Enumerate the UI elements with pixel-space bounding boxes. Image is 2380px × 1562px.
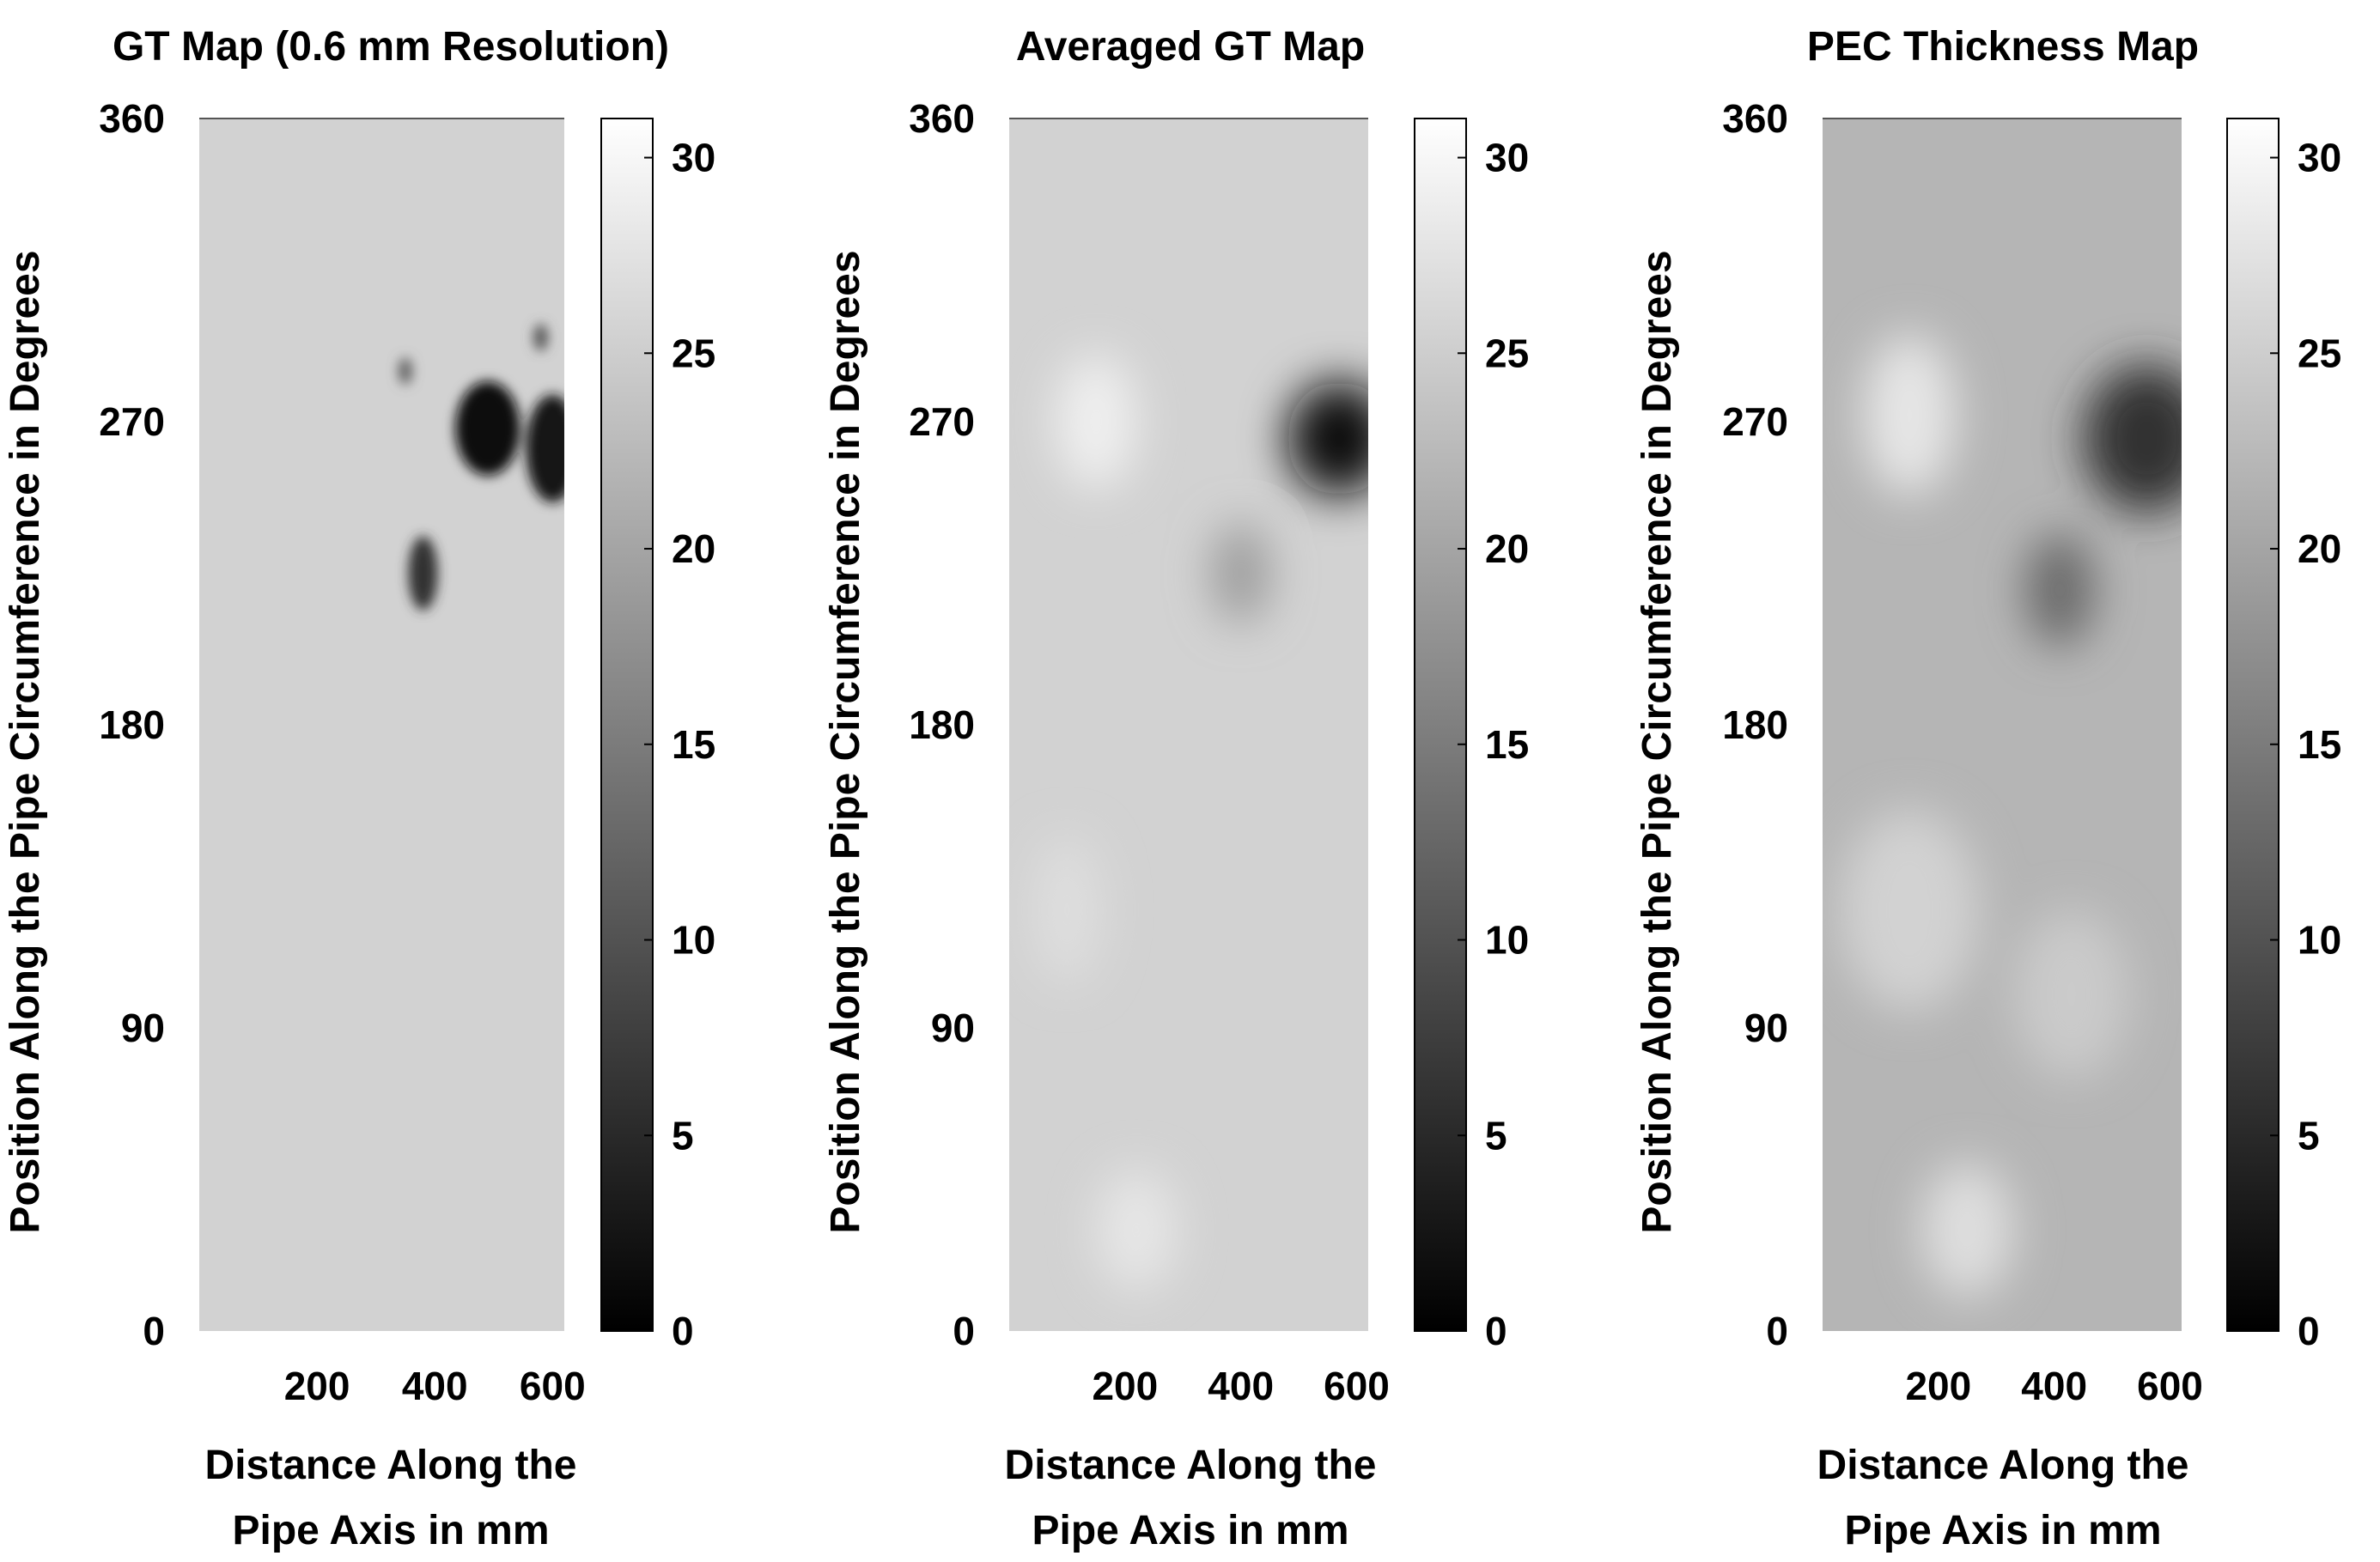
x-axis-label: Distance Along the	[205, 1443, 577, 1488]
chart-title: GT Map (0.6 mm Resolution)	[113, 24, 669, 70]
heatmap-feature-5	[1840, 809, 1980, 1012]
heatmap-feature-4	[1096, 1169, 1178, 1291]
x-axis-label: Pipe Axis in mm	[233, 1508, 550, 1553]
colorbar-tick-label: 0	[1485, 1309, 1507, 1353]
x-axis-label: Distance Along the	[1817, 1443, 2189, 1488]
y-tick-label: 270	[909, 399, 975, 444]
heatmap-feature-2	[526, 394, 564, 503]
colorbar-tick-label: 0	[672, 1309, 694, 1353]
x-tick-label: 600	[1324, 1364, 1390, 1408]
colorbar-tick-label: 0	[2298, 1309, 2320, 1353]
chart-panel-1: GT Map (0.6 mm Resolution) 0 90 180 270 360 20…	[3, 24, 715, 1553]
heatmap-features	[1840, 334, 2182, 1298]
heatmap-feature-1	[455, 380, 520, 476]
x-tick-label: 600	[520, 1364, 586, 1408]
y-axis-label: Position Along the Pipe Circumference in…	[3, 250, 48, 1233]
heatmap-background	[199, 119, 564, 1331]
colorbar-tick-label: 10	[672, 918, 715, 963]
colorbar-tick-label: 15	[1485, 722, 1529, 767]
colorbar-tick-label: 20	[1485, 526, 1529, 571]
colorbar-tick-label: 25	[672, 331, 715, 375]
heatmap-feature-3	[1055, 354, 1137, 489]
heatmap-feature-3	[1863, 334, 1957, 496]
colorbar-tick-label: 10	[1485, 918, 1529, 963]
heatmap-features	[1032, 354, 1368, 1291]
colorbar-tick-label: 30	[672, 136, 715, 180]
y-tick-label: 0	[143, 1309, 165, 1353]
colorbar: 0 5 10 15 20 25 30	[600, 118, 715, 1353]
y-axis-label: Position Along the Pipe Circumference in…	[1634, 250, 1680, 1233]
y-tick-label: 270	[1722, 399, 1788, 444]
colorbar-gradient	[600, 118, 654, 1332]
heatmap	[1009, 119, 1368, 1331]
x-tick-label: 600	[2137, 1364, 2203, 1408]
y-tick-label: 180	[909, 702, 975, 747]
y-tick-label: 270	[99, 399, 165, 444]
heatmap-feature-6	[2013, 909, 2130, 1079]
y-tick-label: 0	[1766, 1309, 1788, 1353]
colorbar: 0 5 10 15 20 25 30	[2226, 118, 2341, 1353]
y-tick-label: 360	[909, 96, 975, 141]
heatmap-features	[398, 324, 564, 611]
x-tick-label: 200	[284, 1364, 350, 1408]
colorbar-tick-label: 20	[672, 526, 715, 571]
colorbar-tick-label: 5	[1485, 1113, 1507, 1158]
heatmap-feature-1	[1287, 380, 1368, 496]
y-tick-label: 360	[99, 96, 165, 141]
heatmap-feature-2	[1211, 522, 1270, 624]
y-tick-label: 90	[121, 1006, 165, 1050]
colorbar-tick-label: 30	[1485, 136, 1529, 180]
heatmap-feature-4	[1920, 1162, 2014, 1298]
colorbar-gradient	[1414, 118, 1467, 1332]
x-axis-label: Distance Along the	[1005, 1443, 1377, 1488]
colorbar-tick-label: 15	[2298, 722, 2341, 767]
x-axis-label: Pipe Axis in mm	[1032, 1508, 1349, 1553]
y-tick-label: 360	[1722, 96, 1788, 141]
x-tick-label: 400	[2021, 1364, 2087, 1408]
heatmap-feature-2	[2024, 532, 2095, 647]
y-axis-label: Position Along the Pipe Circumference in…	[823, 250, 868, 1233]
colorbar-tick-label: 10	[2298, 918, 2341, 963]
x-axis-label: Pipe Axis in mm	[1845, 1508, 2162, 1553]
heatmap	[1823, 119, 2182, 1331]
colorbar-tick-label: 5	[672, 1113, 694, 1158]
colorbar-tick-label: 25	[1485, 331, 1529, 375]
heatmap-feature-3	[408, 536, 438, 611]
heatmap-feature-5	[398, 357, 413, 385]
panels: GT Map (0.6 mm Resolution) 0 90 180 270 360 20…	[3, 24, 2341, 1553]
chart-title: PEC Thickness Map	[1807, 24, 2199, 70]
x-tick-label: 200	[1092, 1364, 1158, 1408]
colorbar-tick-label: 30	[2298, 136, 2341, 180]
x-tick-label: 400	[402, 1364, 468, 1408]
heatmap	[199, 119, 564, 1331]
colorbar-gradient	[2226, 118, 2280, 1332]
y-tick-label: 180	[99, 702, 165, 747]
y-tick-label: 0	[953, 1309, 975, 1353]
colorbar-tick-label: 25	[2298, 331, 2341, 375]
y-tick-label: 90	[1744, 1006, 1788, 1050]
x-tick-label: 200	[1905, 1364, 1971, 1408]
y-tick-label: 180	[1722, 702, 1788, 747]
x-tick-label: 400	[1208, 1364, 1274, 1408]
heatmap-feature-1	[2083, 364, 2182, 513]
chart-title: Averaged GT Map	[1016, 24, 1365, 70]
heatmap-background	[1009, 119, 1368, 1331]
heatmap-feature-4	[533, 324, 548, 351]
colorbar-tick-label: 20	[2298, 526, 2341, 571]
colorbar-tick-label: 15	[672, 722, 715, 767]
colorbar-tick-label: 5	[2298, 1113, 2320, 1158]
colorbar: 0 5 10 15 20 25 30	[1414, 118, 1529, 1353]
heatmap-feature-5	[1032, 836, 1102, 985]
heatmap-background	[1823, 119, 2182, 1331]
y-tick-label: 90	[931, 1006, 975, 1050]
